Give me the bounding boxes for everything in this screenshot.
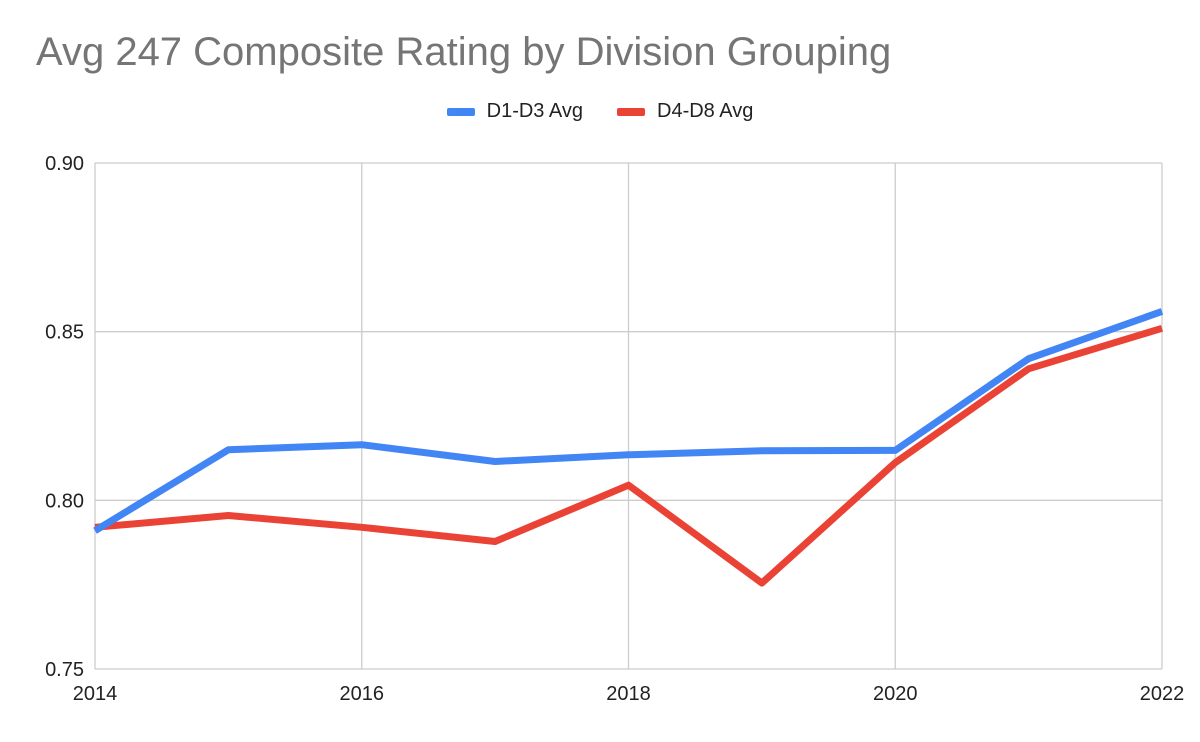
y-tick-label: 0.85	[45, 322, 84, 344]
x-tick-label: 2014	[73, 683, 118, 705]
legend-item-d4-d8: D4-D8 Avg	[617, 100, 753, 123]
x-tick-label: 2018	[606, 683, 651, 705]
chart-legend: D1-D3 Avg D4-D8 Avg	[0, 100, 1200, 123]
legend-swatch-d1-d3	[446, 107, 475, 116]
legend-swatch-d4-d8	[617, 107, 645, 116]
legend-label-d4-d8: D4-D8 Avg	[657, 100, 754, 122]
y-tick-label: 0.90	[45, 153, 84, 175]
chart-title: Avg 247 Composite Rating by Division Gro…	[36, 30, 892, 74]
y-tick-label: 0.80	[45, 490, 84, 512]
x-axis-ticks: 2014 2016 2018 2020 2022	[73, 683, 1185, 705]
y-axis-ticks: 0.90 0.85 0.80 0.75	[45, 153, 84, 681]
x-tick-label: 2020	[873, 683, 918, 705]
legend-item-d1-d3: D1-D3 Avg	[446, 100, 583, 123]
x-tick-label: 2022	[1140, 683, 1185, 705]
y-tick-label: 0.75	[45, 659, 84, 681]
series-line-d4-d8-avg	[94, 324, 1164, 587]
x-tick-label: 2016	[340, 683, 385, 705]
chart-grid	[94, 162, 1163, 670]
legend-label-d1-d3: D1-D3 Avg	[486, 100, 583, 122]
series-line-d1-d3-avg	[93, 308, 1164, 534]
chart-series	[93, 308, 1164, 587]
